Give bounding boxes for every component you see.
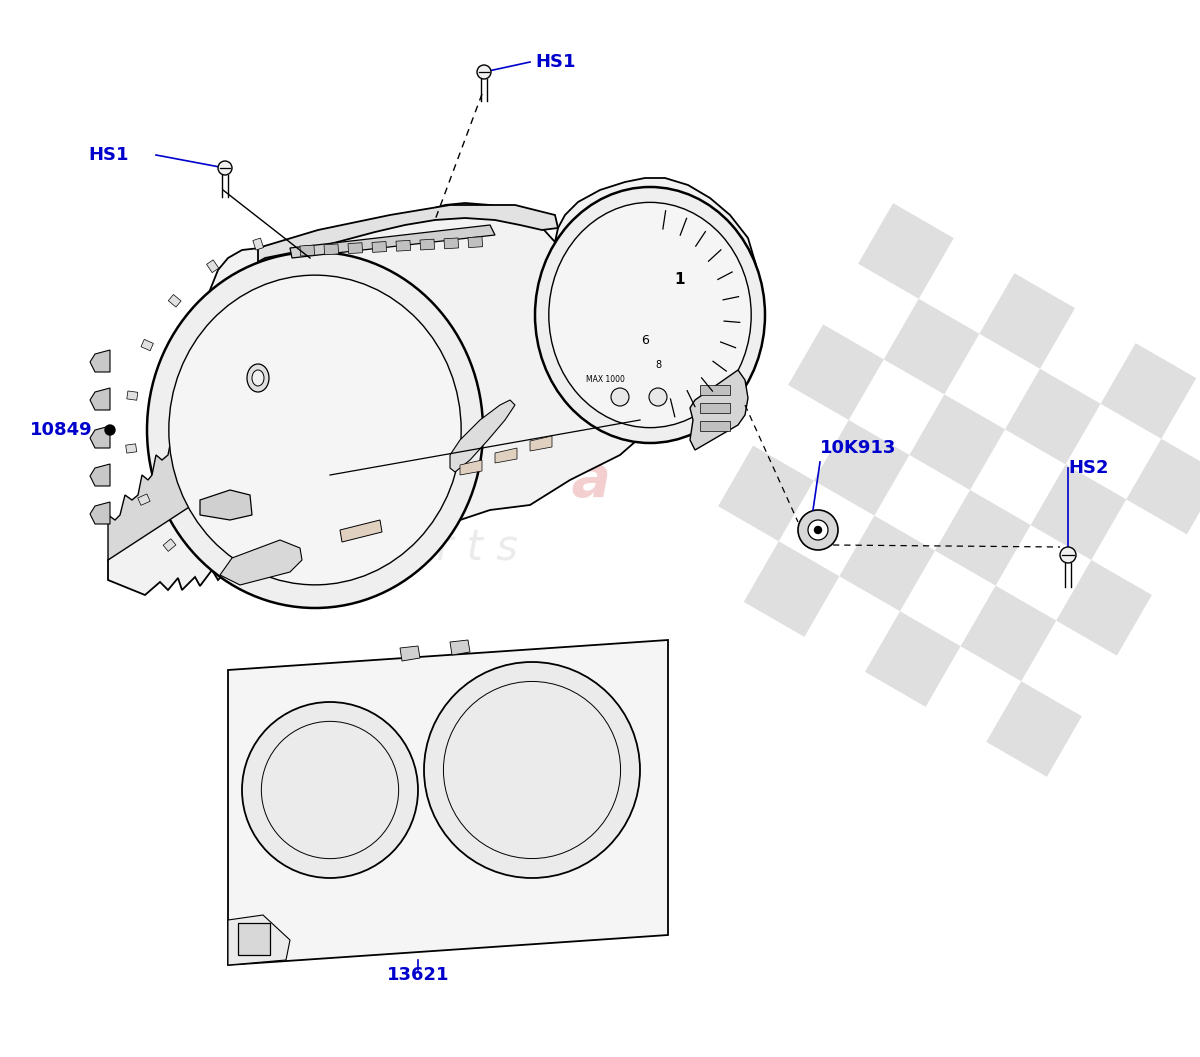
Circle shape [218, 161, 232, 175]
Polygon shape [1056, 560, 1152, 655]
Polygon shape [90, 350, 110, 372]
Ellipse shape [169, 275, 461, 585]
Bar [444, 238, 458, 248]
Bar [300, 245, 314, 256]
Circle shape [106, 425, 115, 435]
Circle shape [611, 388, 629, 406]
Polygon shape [718, 446, 814, 541]
Bar [168, 295, 181, 308]
Polygon shape [1100, 344, 1196, 439]
Polygon shape [986, 682, 1082, 777]
Polygon shape [400, 646, 420, 661]
Bar [468, 237, 482, 247]
Polygon shape [108, 390, 200, 560]
Ellipse shape [548, 202, 751, 428]
Polygon shape [108, 178, 756, 595]
Polygon shape [450, 400, 515, 472]
Bar [126, 444, 137, 453]
Text: 13621: 13621 [386, 966, 449, 984]
Text: HS2: HS2 [1068, 459, 1109, 477]
Ellipse shape [148, 252, 482, 608]
Text: HS1: HS1 [535, 53, 576, 71]
Bar [700, 403, 730, 413]
Bar [348, 243, 362, 254]
Bar [140, 339, 154, 351]
Circle shape [242, 702, 418, 878]
Polygon shape [690, 370, 748, 450]
Polygon shape [744, 541, 839, 637]
Circle shape [1060, 548, 1076, 563]
Text: 10K913: 10K913 [820, 439, 896, 457]
Bar [238, 923, 270, 956]
Polygon shape [258, 205, 558, 262]
Bar [700, 421, 730, 431]
Text: 6: 6 [641, 334, 649, 347]
Polygon shape [90, 502, 110, 524]
Polygon shape [228, 915, 290, 965]
Polygon shape [883, 299, 979, 394]
Bar [206, 260, 218, 273]
Bar [138, 494, 150, 505]
Polygon shape [814, 420, 910, 516]
Circle shape [649, 388, 667, 406]
Text: HS1: HS1 [88, 146, 128, 164]
Polygon shape [290, 225, 496, 258]
Text: MAX 1000: MAX 1000 [586, 375, 624, 385]
Polygon shape [496, 448, 517, 463]
Polygon shape [961, 586, 1056, 682]
Circle shape [815, 526, 822, 534]
Bar [253, 238, 264, 251]
Polygon shape [228, 639, 668, 965]
Polygon shape [450, 639, 470, 655]
Polygon shape [979, 273, 1075, 369]
Polygon shape [90, 464, 110, 486]
Polygon shape [788, 324, 883, 420]
Text: s c u d e r i a: s c u d e r i a [188, 451, 612, 508]
Bar [163, 539, 176, 552]
Ellipse shape [247, 364, 269, 392]
Bar [420, 239, 434, 251]
Polygon shape [1006, 369, 1100, 464]
Ellipse shape [252, 370, 264, 386]
Polygon shape [865, 611, 961, 707]
Polygon shape [340, 520, 382, 542]
Text: 1: 1 [674, 273, 685, 288]
Bar [396, 240, 410, 252]
Bar [127, 391, 138, 401]
Ellipse shape [535, 187, 766, 443]
Bar [700, 385, 730, 395]
Bar [372, 242, 386, 253]
Polygon shape [220, 540, 302, 585]
Polygon shape [910, 394, 1006, 490]
Polygon shape [530, 435, 552, 451]
Text: 10849: 10849 [30, 421, 92, 439]
Text: c a p a r t s: c a p a r t s [282, 527, 517, 569]
Bar [324, 244, 338, 255]
Polygon shape [839, 516, 935, 611]
Polygon shape [90, 426, 110, 448]
Polygon shape [200, 490, 252, 520]
Polygon shape [935, 490, 1031, 586]
Polygon shape [460, 460, 482, 475]
Circle shape [808, 520, 828, 540]
Polygon shape [1031, 464, 1127, 560]
Text: 8: 8 [655, 360, 661, 370]
Polygon shape [90, 388, 110, 410]
Polygon shape [858, 203, 954, 299]
Circle shape [798, 509, 838, 550]
Polygon shape [1127, 439, 1200, 535]
Circle shape [478, 64, 491, 79]
Circle shape [424, 662, 640, 878]
